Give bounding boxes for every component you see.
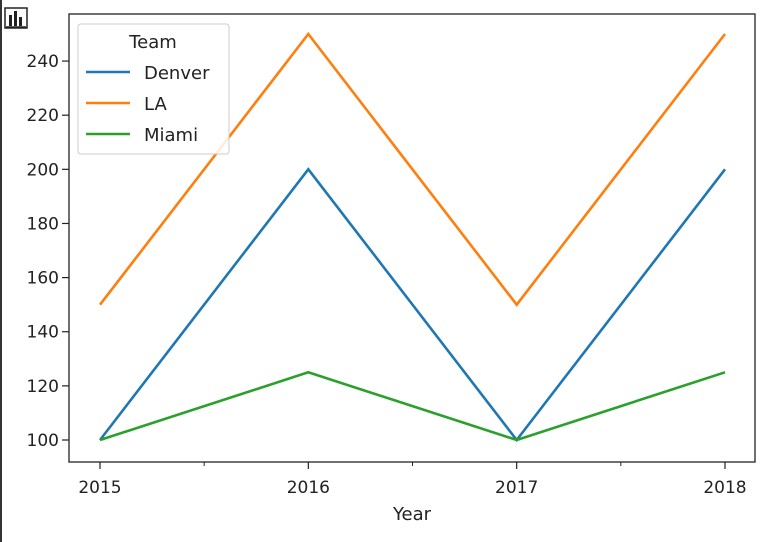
x-axis: 2015 2016 2017 2018 — [78, 462, 747, 498]
y-tick-label: 240 — [27, 52, 59, 72]
legend-entries: Denver LA Miami — [86, 63, 210, 146]
left-border-line — [0, 0, 2, 542]
y-axis: 100 120 140 160 180 200 220 240 — [27, 52, 69, 451]
legend-label-denver: Denver — [144, 63, 210, 84]
legend-box — [77, 23, 230, 155]
series-layer — [98, 31, 727, 443]
x-tick-label: 2016 — [287, 478, 330, 498]
legend-label-la: LA — [144, 94, 167, 115]
bar-chart-icon — [4, 7, 28, 29]
x-axis-title: Year — [392, 504, 432, 525]
y-tick-label: 220 — [27, 106, 59, 126]
y-tick-label: 180 — [27, 214, 59, 234]
x-tick-label: 2015 — [78, 478, 121, 498]
series-line-miami — [99, 370, 726, 442]
x-tick-label: 2018 — [703, 478, 746, 498]
y-tick-label: 160 — [27, 269, 59, 289]
y-tick-label: 120 — [27, 377, 59, 397]
series-line-denver — [98, 167, 727, 443]
x-tick-label: 2017 — [495, 478, 538, 498]
legend-title: Team — [128, 32, 177, 53]
y-tick-label: 140 — [27, 323, 59, 343]
y-tick-label: 100 — [27, 431, 59, 451]
y-tick-label: 200 — [27, 160, 59, 180]
legend: Team Denver LA Miami — [77, 23, 230, 155]
series-line-la — [98, 31, 727, 307]
legend-label-miami: Miami — [144, 125, 198, 146]
